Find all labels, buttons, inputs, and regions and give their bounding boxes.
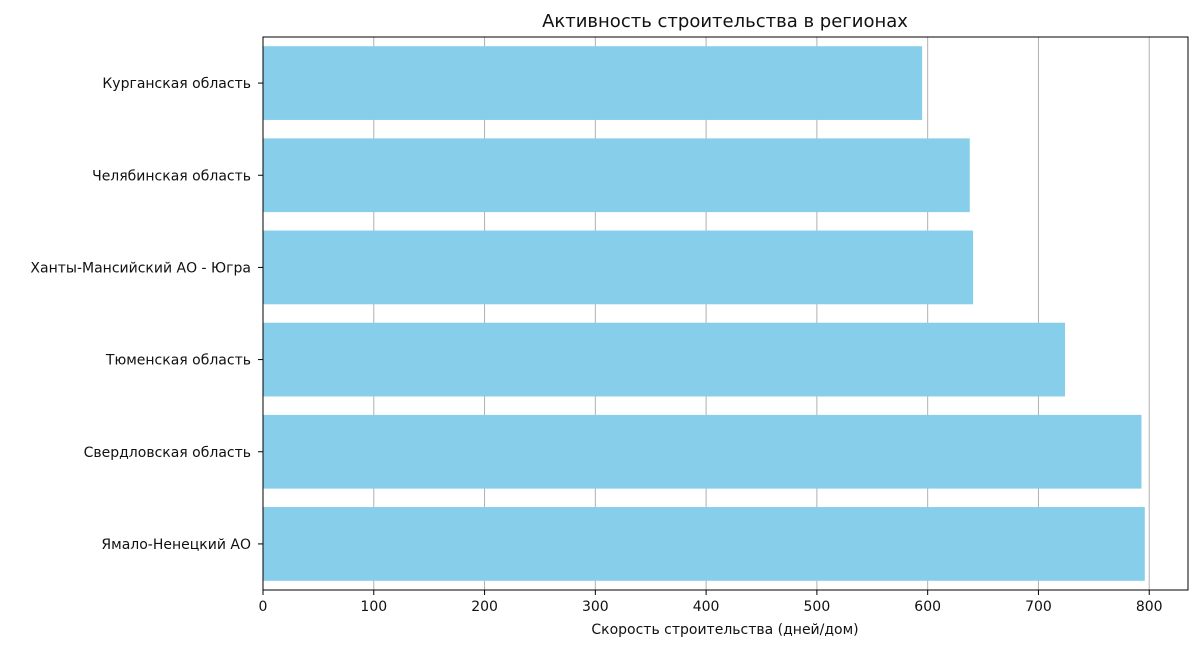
x-tick-label: 100 [360, 599, 387, 615]
category-label: Челябинская область [92, 168, 251, 184]
plot-frame [262, 36, 1189, 591]
category-label: Ханты-Мансийский АО - Югра [30, 260, 251, 276]
category-label: Курганская область [102, 76, 251, 92]
bar [263, 414, 1142, 489]
category-label: Ямало-Ненецкий АО [101, 537, 251, 553]
bar [263, 138, 970, 213]
category-label: Свердловская область [84, 445, 251, 461]
bar [263, 230, 974, 305]
chart-title: Активность строительства в регионах [542, 11, 908, 32]
grid-lines [262, 37, 1150, 590]
bar [263, 507, 1145, 581]
x-tick-label: 400 [693, 599, 720, 615]
y-axis-categories: Курганская область Челябинская область Хан… [30, 76, 263, 553]
x-tick-label: 500 [804, 599, 831, 615]
x-axis-ticks: 0 100 200 300 400 500 600 700 800 [259, 590, 1163, 615]
x-tick-label: 800 [1136, 599, 1163, 615]
bar [263, 322, 1066, 397]
x-tick-label: 600 [914, 599, 941, 615]
category-label: Тюменская область [105, 353, 251, 369]
x-tick-label: 200 [471, 599, 498, 615]
x-tick-label: 0 [259, 599, 268, 615]
x-axis-label: Скорость строительства (дней/дом) [591, 622, 858, 638]
x-tick-label: 300 [582, 599, 609, 615]
bars [263, 46, 1145, 581]
x-tick-label: 700 [1025, 599, 1052, 615]
bar [263, 46, 923, 120]
